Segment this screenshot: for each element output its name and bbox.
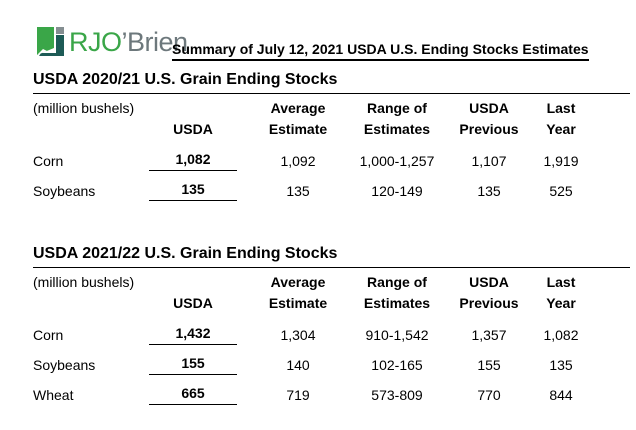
unit-label: (million bushels) (33, 274, 135, 290)
row-label: Soybeans (33, 357, 96, 373)
last-year-cell: 1,082 (543, 327, 579, 343)
section-title-2021-22: USDA 2021/22 U.S. Grain Ending Stocks (33, 244, 630, 268)
unit-label-cell: (million bushels) (33, 272, 143, 320)
section-2021-22: USDA 2021/22 U.S. Grain Ending Stocks (m… (33, 244, 630, 410)
unit-label: (million bushels) (33, 100, 135, 116)
section-title-2020-21: USDA 2020/21 U.S. Grain Ending Stocks (33, 70, 630, 94)
usda-previous-cell: 770 (477, 387, 501, 403)
usda-estimate-value: 155 (149, 355, 237, 375)
column-header-average-estimate: Average Estimate (268, 100, 328, 137)
table-row-wheat: Wheat 665 719 573-809 770 844 (33, 380, 585, 410)
table-row-soybeans: Soybeans 135 135 120-149 135 525 (33, 176, 585, 206)
stocks-table-2020-21: (million bushels) USDA Average Estimate (33, 98, 585, 206)
logo-text-brien: ’Brien (121, 27, 189, 57)
usda-estimate-value: 1,432 (149, 325, 237, 345)
usda-estimate-value: 665 (149, 385, 237, 405)
usda-previous-cell: 1,357 (471, 327, 507, 343)
document-title: Summary of July 12, 2021 USDA U.S. Endin… (172, 41, 589, 61)
usda-previous-cell: 135 (477, 183, 501, 199)
unit-label-cell: (million bushels) (33, 98, 143, 146)
table-row-soybeans: Soybeans 155 140 102-165 155 135 (33, 350, 585, 380)
column-header-usda: USDA (173, 121, 213, 137)
row-label: Soybeans (33, 183, 96, 199)
range-cell: 1,000-1,257 (359, 153, 435, 169)
average-estimate-cell: 1,304 (280, 327, 316, 343)
range-cell: 120-149 (371, 183, 423, 199)
row-label: Wheat (33, 387, 74, 403)
column-header-usda-previous: USDA Previous (459, 100, 519, 137)
rjo-brien-logo: RJO’Brien (36, 26, 188, 58)
table-row-corn: Corn 1,432 1,304 910-1,542 1,357 1,082 (33, 320, 585, 350)
rjo-logo-icon (37, 27, 64, 56)
usda-cell: 1,432 (143, 320, 243, 350)
column-header-average-estimate: Average Estimate (268, 274, 328, 311)
column-header-range-of-estimates: Range of Estimates (363, 274, 431, 311)
range-cell: 573-809 (371, 387, 423, 403)
column-header-last-year: Last Year (546, 274, 576, 311)
range-cell: 910-1,542 (365, 327, 429, 343)
column-header-range-of-estimates: Range of Estimates (363, 100, 431, 137)
table-header-row: (million bushels) USDA Average Estimate (33, 272, 585, 320)
usda-estimate-value: 1,082 (149, 151, 237, 171)
last-year-cell: 135 (549, 357, 573, 373)
range-cell: 102-165 (371, 357, 423, 373)
usda-cell: 155 (143, 350, 243, 380)
usda-estimate-value: 135 (149, 181, 237, 201)
table-row-corn: Corn 1,082 1,092 1,000-1,257 1,107 1,919 (33, 146, 585, 176)
logo-text-rjo: RJO (69, 27, 122, 57)
stocks-table-2021-22: (million bushels) USDA Average Estimate (33, 272, 585, 410)
table-header-row: (million bushels) USDA Average Estimate (33, 98, 585, 146)
last-year-cell: 1,919 (543, 153, 579, 169)
column-header-usda-previous: USDA Previous (459, 274, 519, 311)
row-label: Corn (33, 153, 64, 169)
last-year-cell: 844 (549, 387, 573, 403)
average-estimate-cell: 135 (286, 183, 310, 199)
column-header-last-year: Last Year (546, 100, 576, 137)
last-year-cell: 525 (549, 183, 573, 199)
section-2020-21: USDA 2020/21 U.S. Grain Ending Stocks (m… (33, 70, 630, 206)
usda-previous-cell: 1,107 (471, 153, 507, 169)
average-estimate-cell: 719 (286, 387, 310, 403)
average-estimate-cell: 140 (286, 357, 310, 373)
column-header-usda: USDA (173, 295, 213, 311)
usda-cell: 135 (143, 176, 243, 206)
usda-previous-cell: 155 (477, 357, 501, 373)
usda-cell: 665 (143, 380, 243, 410)
usda-cell: 1,082 (143, 146, 243, 176)
report-content: USDA 2020/21 U.S. Grain Ending Stocks (m… (33, 70, 630, 410)
row-label: Corn (33, 327, 64, 343)
rjo-logo-wordmark: RJO’Brien (69, 26, 188, 58)
average-estimate-cell: 1,092 (280, 153, 316, 169)
